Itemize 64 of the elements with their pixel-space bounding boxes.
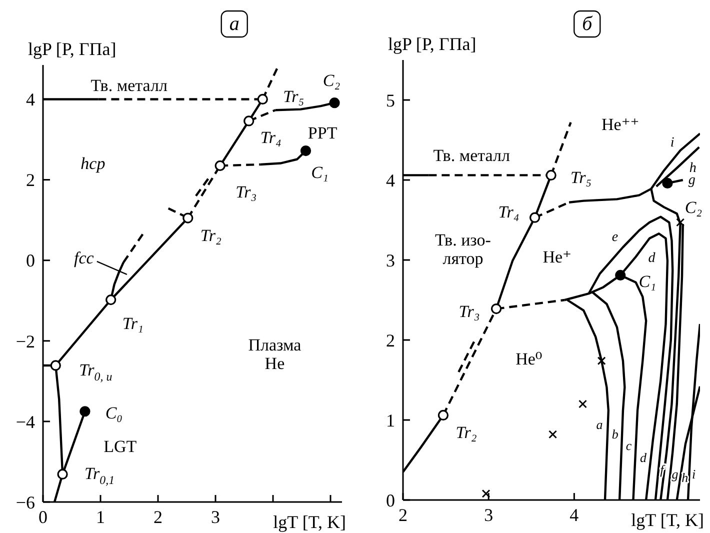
y-tick-label: −6: [16, 492, 35, 512]
annotation: C₁: [638, 272, 656, 291]
y-tick-label: 1: [386, 410, 395, 430]
annotation: Tr$_{0, u}$: [79, 360, 112, 384]
annotation: i: [670, 134, 674, 150]
annotation: d: [640, 449, 647, 464]
annotation: He⁺⁺: [602, 114, 640, 134]
annotation: Tr₂: [200, 226, 222, 245]
annotation: i: [692, 466, 696, 482]
annotation: Тв. металл: [433, 146, 510, 165]
x-tick-label: 2: [154, 506, 162, 527]
annotation: Tr₁: [122, 313, 144, 332]
x-tick-label: 3: [484, 504, 494, 525]
annotation: Tr₃: [458, 301, 480, 320]
annotation: a: [596, 416, 604, 432]
annotation: Tr₅: [570, 168, 592, 187]
x-tick-label: 0: [38, 506, 48, 527]
annotation: C₂: [684, 198, 702, 217]
annotation: C₀: [105, 402, 123, 422]
annotation: hcp: [80, 153, 106, 172]
y-tick-label: 3: [386, 250, 395, 270]
annotation: h: [682, 469, 688, 484]
annotation: Tr$_{0,1}$: [84, 464, 115, 488]
y-tick-label: −2: [16, 331, 35, 352]
annotation: e: [612, 230, 618, 245]
annotation: He⁰: [516, 348, 542, 368]
y-tick-label: 2: [26, 170, 35, 190]
annotation: c: [626, 437, 632, 452]
annotation: g: [672, 466, 679, 482]
x-axis-title: lgT [T, K]: [273, 512, 346, 532]
annotation: LGT: [104, 436, 138, 456]
annotation: PPT: [308, 123, 338, 142]
annotation: fcc: [74, 248, 94, 267]
annotation: Tr₄: [260, 127, 282, 146]
annotation: C₁: [311, 162, 328, 182]
chart-title: а: [229, 13, 240, 35]
annotation: Tr₃: [236, 182, 257, 202]
chart-title: б: [582, 13, 594, 35]
y-tick-label: 5: [386, 90, 395, 110]
y-axis-title: lgP [P, ГПа]: [28, 39, 116, 59]
y-tick-label: 4: [386, 170, 395, 190]
y-tick-label: 0: [386, 490, 395, 510]
y-tick-label: 2: [386, 330, 395, 350]
annotation: C₂: [322, 70, 340, 90]
x-axis-title: lgT [T, K]: [631, 510, 704, 530]
x-tick-label: 1: [96, 506, 105, 527]
y-tick-label: 0: [26, 250, 35, 271]
annotation: Tr₂: [456, 422, 477, 442]
x-tick-label: 2: [398, 504, 408, 525]
annotation: Тв. изо- лятор: [435, 230, 492, 268]
y-tick-label: −4: [16, 412, 35, 432]
annotation: d: [648, 250, 656, 266]
annotation: Плазма He: [248, 335, 302, 373]
x-tick-label: 4: [570, 504, 579, 525]
annotation: h: [689, 160, 696, 176]
annotation: He⁺: [542, 247, 572, 266]
annotation: g: [688, 172, 696, 188]
y-axis-title: lgP [P, ГПа]: [388, 34, 476, 54]
annotation: b: [612, 426, 619, 442]
annotation: Тв. металл: [90, 76, 168, 95]
y-tick-label: 4: [26, 90, 35, 110]
annotation: Tr₅: [283, 86, 304, 106]
x-tick-label: 3: [211, 506, 220, 527]
annotation: Tr₄: [498, 202, 520, 222]
